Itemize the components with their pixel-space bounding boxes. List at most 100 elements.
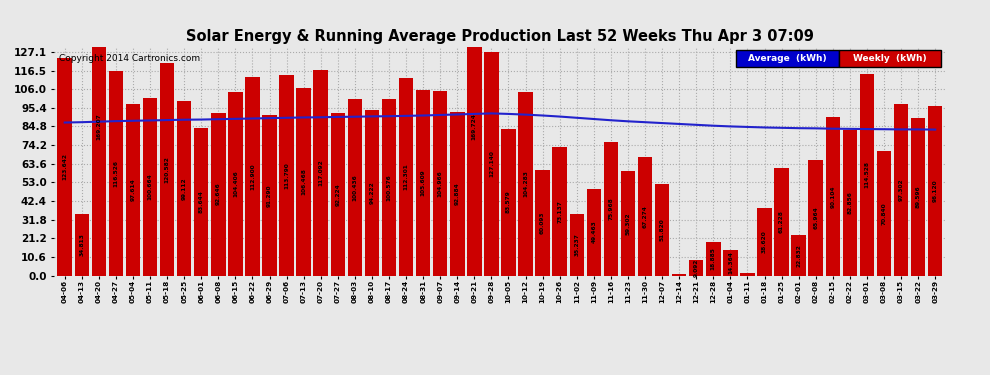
Bar: [928, 106, 942, 276]
Bar: [654, 184, 669, 276]
Bar: [604, 142, 618, 276]
Text: 100.436: 100.436: [352, 174, 357, 201]
Bar: [57, 58, 72, 276]
Text: 169.724: 169.724: [472, 113, 477, 140]
Text: 90.104: 90.104: [831, 185, 836, 208]
Bar: [467, 0, 481, 276]
Text: 96.120: 96.120: [933, 180, 938, 203]
Text: 89.596: 89.596: [916, 186, 921, 208]
Text: 49.463: 49.463: [591, 221, 596, 243]
Bar: [569, 214, 584, 276]
Text: 97.614: 97.614: [131, 178, 136, 201]
Text: 61.228: 61.228: [779, 210, 784, 233]
Text: 34.813: 34.813: [79, 234, 84, 256]
Bar: [279, 75, 294, 276]
Bar: [74, 214, 89, 276]
Text: 92.884: 92.884: [454, 183, 459, 205]
Text: 73.137: 73.137: [557, 200, 562, 223]
Text: Average  (kWh): Average (kWh): [748, 54, 827, 63]
Text: 65.964: 65.964: [813, 206, 818, 229]
Text: 51.820: 51.820: [659, 219, 664, 242]
Bar: [741, 273, 754, 276]
Text: 9.092: 9.092: [694, 258, 699, 277]
Text: 112.301: 112.301: [404, 164, 409, 190]
Text: 14.364: 14.364: [728, 252, 733, 274]
Bar: [331, 113, 346, 276]
Text: 100.576: 100.576: [386, 174, 391, 201]
Text: 104.966: 104.966: [438, 170, 443, 196]
FancyBboxPatch shape: [839, 50, 940, 68]
Bar: [228, 92, 243, 276]
Bar: [774, 168, 789, 276]
Text: 120.582: 120.582: [164, 156, 169, 183]
Text: 97.302: 97.302: [899, 179, 904, 201]
Bar: [877, 151, 891, 276]
Text: 117.092: 117.092: [318, 159, 323, 186]
Text: 38.620: 38.620: [762, 230, 767, 253]
Bar: [809, 159, 823, 276]
Text: 127.140: 127.140: [489, 150, 494, 177]
Bar: [177, 101, 191, 276]
Text: 113.790: 113.790: [284, 162, 289, 189]
Text: 92.646: 92.646: [216, 183, 221, 206]
Text: 100.664: 100.664: [148, 174, 152, 200]
Bar: [519, 92, 533, 276]
Text: 91.290: 91.290: [267, 184, 272, 207]
Bar: [382, 99, 396, 276]
Bar: [347, 99, 362, 276]
Bar: [194, 129, 209, 276]
Text: 104.406: 104.406: [233, 170, 238, 197]
Text: 92.224: 92.224: [336, 183, 341, 206]
Bar: [450, 112, 464, 276]
Text: Copyright 2014 Cartronics.com: Copyright 2014 Cartronics.com: [59, 54, 200, 63]
Text: 105.609: 105.609: [421, 170, 426, 196]
Bar: [859, 74, 874, 276]
Bar: [689, 260, 704, 276]
FancyBboxPatch shape: [736, 50, 839, 68]
Bar: [211, 112, 226, 276]
Bar: [433, 91, 447, 276]
Bar: [621, 171, 636, 276]
Text: 123.642: 123.642: [62, 153, 67, 180]
Bar: [791, 236, 806, 276]
Bar: [159, 63, 174, 276]
Text: 99.112: 99.112: [182, 177, 187, 200]
Text: 83.579: 83.579: [506, 191, 511, 213]
Bar: [638, 157, 652, 276]
Text: 83.644: 83.644: [199, 190, 204, 213]
Text: Weekly  (kWh): Weekly (kWh): [853, 54, 927, 63]
Text: 75.968: 75.968: [609, 197, 614, 220]
Text: 106.468: 106.468: [301, 168, 306, 195]
Title: Solar Energy & Running Average Production Last 52 Weeks Thu Apr 3 07:09: Solar Energy & Running Average Productio…: [186, 29, 814, 44]
Bar: [826, 117, 841, 276]
Bar: [501, 129, 516, 276]
Text: 104.283: 104.283: [523, 171, 528, 197]
Text: 82.856: 82.856: [847, 191, 852, 214]
Text: 59.302: 59.302: [626, 212, 631, 235]
Text: 22.832: 22.832: [796, 244, 801, 267]
Text: 60.093: 60.093: [541, 211, 545, 234]
Text: 35.237: 35.237: [574, 233, 579, 256]
Bar: [672, 274, 686, 276]
Text: 112.900: 112.900: [249, 163, 255, 190]
Bar: [894, 104, 909, 276]
Bar: [246, 77, 259, 276]
Bar: [842, 130, 857, 276]
Bar: [91, 0, 106, 276]
Text: 70.840: 70.840: [881, 202, 886, 225]
Bar: [757, 208, 772, 276]
Bar: [126, 104, 141, 276]
Bar: [399, 78, 413, 276]
Bar: [552, 147, 567, 276]
Bar: [723, 251, 738, 276]
Bar: [109, 70, 123, 276]
Text: 116.526: 116.526: [114, 160, 119, 187]
Text: 169.207: 169.207: [96, 113, 101, 140]
Bar: [364, 110, 379, 276]
Bar: [536, 170, 549, 276]
Bar: [143, 99, 157, 276]
Text: 18.885: 18.885: [711, 248, 716, 270]
Bar: [911, 118, 926, 276]
Bar: [262, 115, 277, 276]
Bar: [416, 90, 431, 276]
